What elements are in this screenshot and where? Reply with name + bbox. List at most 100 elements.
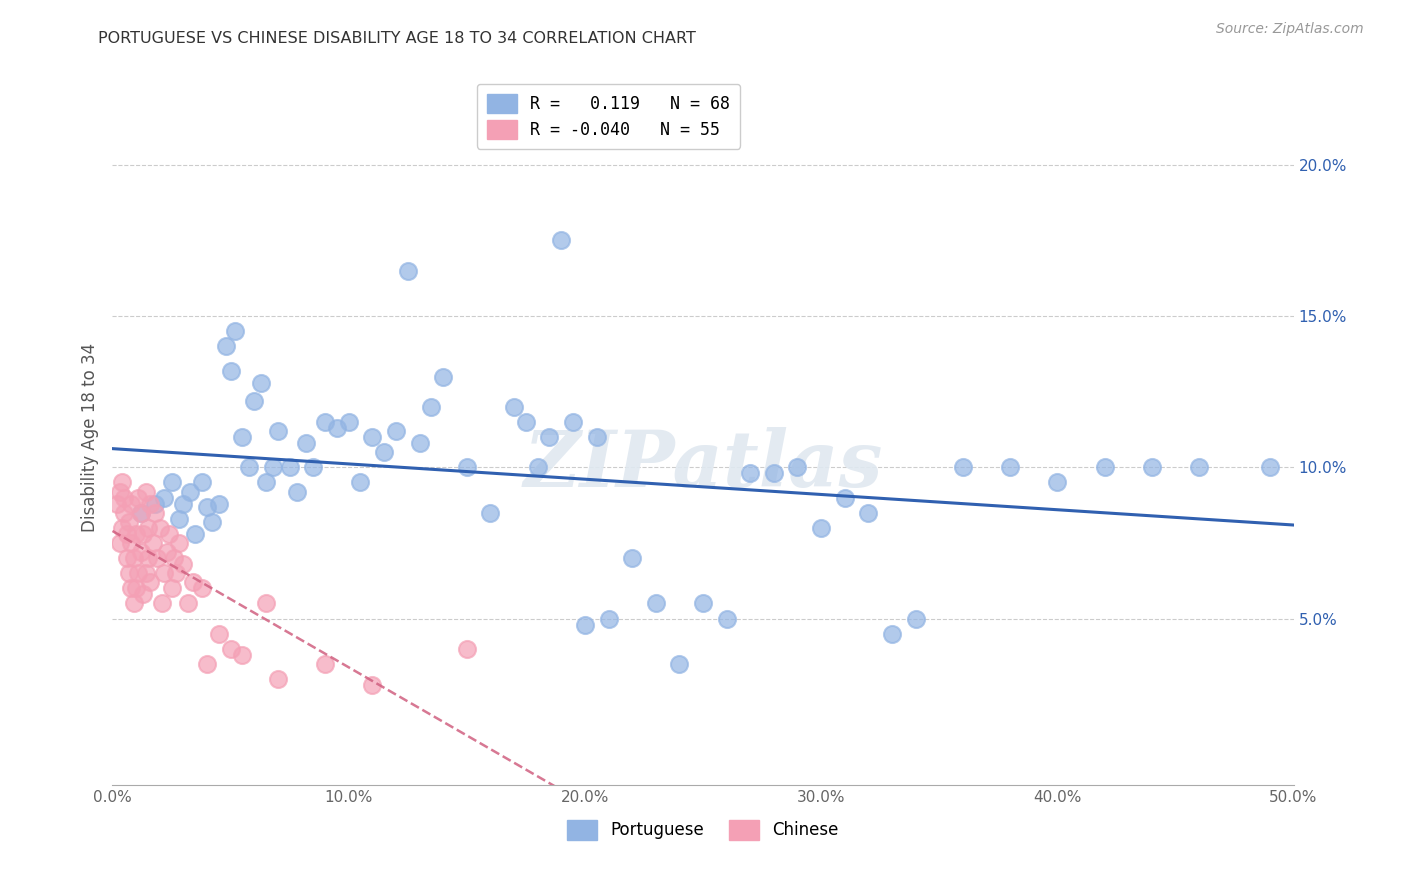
Point bbox=[740, 467, 762, 481]
Point bbox=[115, 551, 138, 566]
Point bbox=[373, 445, 395, 459]
Point bbox=[243, 393, 266, 408]
Point bbox=[215, 339, 238, 353]
Text: PORTUGUESE VS CHINESE DISABILITY AGE 18 TO 34 CORRELATION CHART: PORTUGUESE VS CHINESE DISABILITY AGE 18 … bbox=[98, 31, 696, 46]
Point bbox=[172, 557, 194, 571]
Point bbox=[267, 424, 290, 438]
Point bbox=[231, 430, 253, 444]
Point bbox=[644, 597, 666, 611]
Point bbox=[810, 521, 832, 535]
Point bbox=[165, 566, 187, 581]
Point bbox=[160, 582, 183, 596]
Point bbox=[385, 424, 408, 438]
Point bbox=[420, 400, 443, 414]
Point bbox=[526, 460, 548, 475]
Point bbox=[129, 545, 152, 559]
Point bbox=[314, 657, 336, 671]
Point bbox=[139, 575, 162, 590]
Point bbox=[762, 467, 785, 481]
Point bbox=[160, 475, 183, 490]
Point bbox=[598, 611, 620, 625]
Point bbox=[295, 436, 318, 450]
Point bbox=[108, 536, 131, 550]
Point bbox=[111, 475, 134, 490]
Point bbox=[337, 415, 360, 429]
Point bbox=[143, 497, 166, 511]
Point bbox=[479, 506, 502, 520]
Text: Source: ZipAtlas.com: Source: ZipAtlas.com bbox=[1216, 22, 1364, 37]
Point bbox=[621, 551, 644, 566]
Point bbox=[191, 475, 214, 490]
Point bbox=[120, 497, 142, 511]
Point bbox=[562, 415, 585, 429]
Point bbox=[135, 566, 157, 581]
Point bbox=[326, 421, 349, 435]
Point bbox=[195, 657, 218, 671]
Point bbox=[156, 545, 179, 559]
Point bbox=[181, 575, 204, 590]
Point bbox=[1046, 475, 1069, 490]
Point bbox=[456, 641, 478, 656]
Point bbox=[538, 430, 561, 444]
Point bbox=[132, 587, 155, 601]
Point bbox=[146, 551, 169, 566]
Point bbox=[408, 436, 430, 450]
Point bbox=[585, 430, 607, 444]
Point bbox=[118, 566, 141, 581]
Point bbox=[172, 497, 194, 511]
Point bbox=[396, 263, 419, 277]
Point bbox=[167, 536, 190, 550]
Point bbox=[574, 617, 596, 632]
Point bbox=[285, 484, 308, 499]
Point bbox=[456, 460, 478, 475]
Point bbox=[118, 515, 141, 529]
Point bbox=[132, 527, 155, 541]
Point bbox=[692, 597, 714, 611]
Y-axis label: Disability Age 18 to 34: Disability Age 18 to 34 bbox=[80, 343, 98, 532]
Point bbox=[125, 582, 148, 596]
Point bbox=[184, 527, 207, 541]
Legend: Portuguese, Chinese: Portuguese, Chinese bbox=[561, 814, 845, 847]
Point bbox=[153, 566, 176, 581]
Point bbox=[254, 475, 277, 490]
Point bbox=[208, 497, 231, 511]
Point bbox=[858, 506, 880, 520]
Point bbox=[314, 415, 336, 429]
Point bbox=[127, 491, 149, 505]
Point bbox=[108, 484, 131, 499]
Point bbox=[153, 491, 176, 505]
Point bbox=[112, 491, 135, 505]
Point bbox=[361, 678, 384, 692]
Point bbox=[157, 527, 180, 541]
Point bbox=[880, 626, 903, 640]
Point bbox=[224, 324, 246, 338]
Point bbox=[231, 648, 253, 662]
Point bbox=[149, 521, 172, 535]
Point bbox=[550, 234, 572, 248]
Point bbox=[129, 506, 152, 520]
Point bbox=[177, 597, 200, 611]
Point bbox=[302, 460, 325, 475]
Point bbox=[127, 566, 149, 581]
Point bbox=[515, 415, 537, 429]
Text: ZIPatlas: ZIPatlas bbox=[523, 426, 883, 503]
Point bbox=[136, 551, 159, 566]
Point bbox=[267, 672, 290, 686]
Point bbox=[139, 497, 162, 511]
Point bbox=[786, 460, 808, 475]
Point bbox=[136, 521, 159, 535]
Point bbox=[349, 475, 371, 490]
Point bbox=[201, 515, 224, 529]
Point bbox=[1188, 460, 1211, 475]
Point bbox=[1140, 460, 1163, 475]
Point bbox=[179, 484, 201, 499]
Point bbox=[122, 597, 145, 611]
Point bbox=[122, 551, 145, 566]
Point bbox=[208, 626, 231, 640]
Point bbox=[904, 611, 927, 625]
Point bbox=[432, 369, 454, 384]
Point bbox=[195, 500, 218, 514]
Point bbox=[163, 551, 186, 566]
Point bbox=[129, 506, 152, 520]
Point bbox=[1094, 460, 1116, 475]
